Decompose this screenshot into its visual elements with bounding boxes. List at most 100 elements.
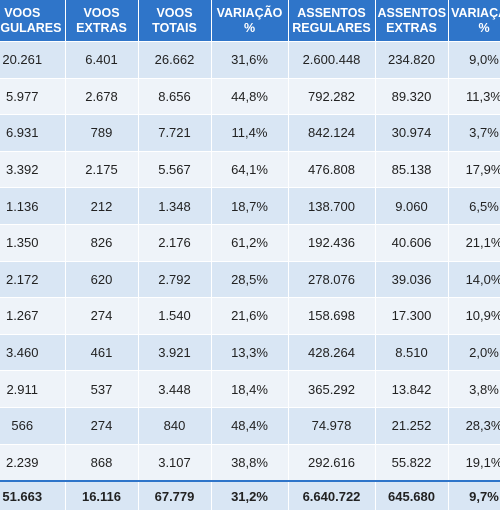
- table-cell: 1.348: [138, 187, 212, 225]
- table-cell: 274: [65, 297, 139, 335]
- table-cell: 274: [65, 407, 139, 445]
- table-cell: 8.510: [375, 334, 449, 372]
- table-cell: 3.460: [0, 334, 66, 372]
- total-cell: 16.116: [65, 480, 139, 511]
- table-cell: 48,4%: [211, 407, 289, 445]
- total-cell: 9,7%: [448, 480, 500, 511]
- table-cell: 2.175: [65, 151, 139, 189]
- table-cell: 1.540: [138, 297, 212, 335]
- table-cell: 74.978: [288, 407, 376, 445]
- table-cell: 138.700: [288, 187, 376, 225]
- table-cell: 1.350: [0, 224, 66, 262]
- table-cell: 461: [65, 334, 139, 372]
- total-cell: 645.680: [375, 480, 449, 511]
- table-cell: 39.036: [375, 261, 449, 299]
- table-cell: 20.261: [0, 41, 66, 79]
- table-cell: 278.076: [288, 261, 376, 299]
- table-row: 20.261 6.401 26.662 31,6% 2.600.448 234.820 9,…: [0, 41, 500, 79]
- table-cell: 2.172: [0, 261, 66, 299]
- table-cell: 89.320: [375, 78, 449, 116]
- total-cell: 67.779: [138, 480, 212, 511]
- table-cell: 38,8%: [211, 444, 289, 482]
- table-row: 566 274 840 48,4% 74.978 21.252 28,3%: [0, 407, 500, 445]
- table-cell: 44,8%: [211, 78, 289, 116]
- table-row: 2.911 537 3.448 18,4% 365.292 13.842 3,8%: [0, 370, 500, 408]
- table-cell: 30.974: [375, 114, 449, 152]
- header-variacao-assentos: VARIAÇÃO %: [448, 0, 500, 42]
- table-cell: 6,5%: [448, 187, 500, 225]
- table-cell: 5.567: [138, 151, 212, 189]
- table-cell: 3.107: [138, 444, 212, 482]
- table-cell: 21,1%: [448, 224, 500, 262]
- table-cell: 9.060: [375, 187, 449, 225]
- table-cell: 234.820: [375, 41, 449, 79]
- total-row: 51.663 16.116 67.779 31,2% 6.640.722 645.680 9…: [0, 480, 500, 511]
- table-cell: 13.842: [375, 370, 449, 408]
- table-cell: 789: [65, 114, 139, 152]
- table-cell: 158.698: [288, 297, 376, 335]
- table-row: 5.977 2.678 8.656 44,8% 792.282 89.320 11,3%: [0, 78, 500, 116]
- table-cell: 7.721: [138, 114, 212, 152]
- table-cell: 11,4%: [211, 114, 289, 152]
- table-cell: 212: [65, 187, 139, 225]
- table-cell: 2.176: [138, 224, 212, 262]
- table-cell: 14,0%: [448, 261, 500, 299]
- table-cell: 5.977: [0, 78, 66, 116]
- table-cell: 2.792: [138, 261, 212, 299]
- table-cell: 3,8%: [448, 370, 500, 408]
- table-cell: 10,9%: [448, 297, 500, 335]
- table-cell: 2.600.448: [288, 41, 376, 79]
- header-voos-extras: VOOS EXTRAS: [65, 0, 139, 42]
- table-cell: 31,6%: [211, 41, 289, 79]
- total-cell: 6.640.722: [288, 480, 376, 511]
- table-cell: 19,1%: [448, 444, 500, 482]
- table-cell: 28,3%: [448, 407, 500, 445]
- total-cell: 51.663: [0, 480, 66, 511]
- table-cell: 3.392: [0, 151, 66, 189]
- table-row: 3.460 461 3.921 13,3% 428.264 8.510 2,0%: [0, 334, 500, 372]
- total-cell: 31,2%: [211, 480, 289, 511]
- table-cell: 26.662: [138, 41, 212, 79]
- table-cell: 792.282: [288, 78, 376, 116]
- table-cell: 868: [65, 444, 139, 482]
- table-row: 2.239 868 3.107 38,8% 292.616 55.822 19,1%: [0, 444, 500, 482]
- table-cell: 428.264: [288, 334, 376, 372]
- table-row: 6.931 789 7.721 11,4% 842.124 30.974 3,7%: [0, 114, 500, 152]
- table-cell: 842.124: [288, 114, 376, 152]
- table-cell: 3.448: [138, 370, 212, 408]
- table-cell: 28,5%: [211, 261, 289, 299]
- table-cell: 2,0%: [448, 334, 500, 372]
- table-cell: 64,1%: [211, 151, 289, 189]
- table-cell: 1.267: [0, 297, 66, 335]
- table-cell: 55.822: [375, 444, 449, 482]
- table-cell: 17,9%: [448, 151, 500, 189]
- table-cell: 61,2%: [211, 224, 289, 262]
- header-voos-totais: VOOS TOTAIS: [138, 0, 212, 42]
- table-cell: 18,4%: [211, 370, 289, 408]
- table-cell: 6.931: [0, 114, 66, 152]
- table-cell: 2.239: [0, 444, 66, 482]
- table-cell: 85.138: [375, 151, 449, 189]
- table-cell: 6.401: [65, 41, 139, 79]
- table-cell: 3,7%: [448, 114, 500, 152]
- table-cell: 21,6%: [211, 297, 289, 335]
- table-cell: 840: [138, 407, 212, 445]
- table-cell: 826: [65, 224, 139, 262]
- table-cell: 537: [65, 370, 139, 408]
- table-cell: 18,7%: [211, 187, 289, 225]
- table-body: 20.261 6.401 26.662 31,6% 2.600.448 234.820 9,…: [0, 41, 500, 511]
- header-variacao-voos: VARIAÇÃO %: [211, 0, 289, 42]
- table-cell: 9,0%: [448, 41, 500, 79]
- table-cell: 17.300: [375, 297, 449, 335]
- table-cell: 365.292: [288, 370, 376, 408]
- table-row: 3.392 2.175 5.567 64,1% 476.808 85.138 17,9%: [0, 151, 500, 189]
- table-cell: 2.678: [65, 78, 139, 116]
- table-cell: 3.921: [138, 334, 212, 372]
- table-cell: 21.252: [375, 407, 449, 445]
- table-cell: 292.616: [288, 444, 376, 482]
- table-cell: 2.911: [0, 370, 66, 408]
- table-cell: 13,3%: [211, 334, 289, 372]
